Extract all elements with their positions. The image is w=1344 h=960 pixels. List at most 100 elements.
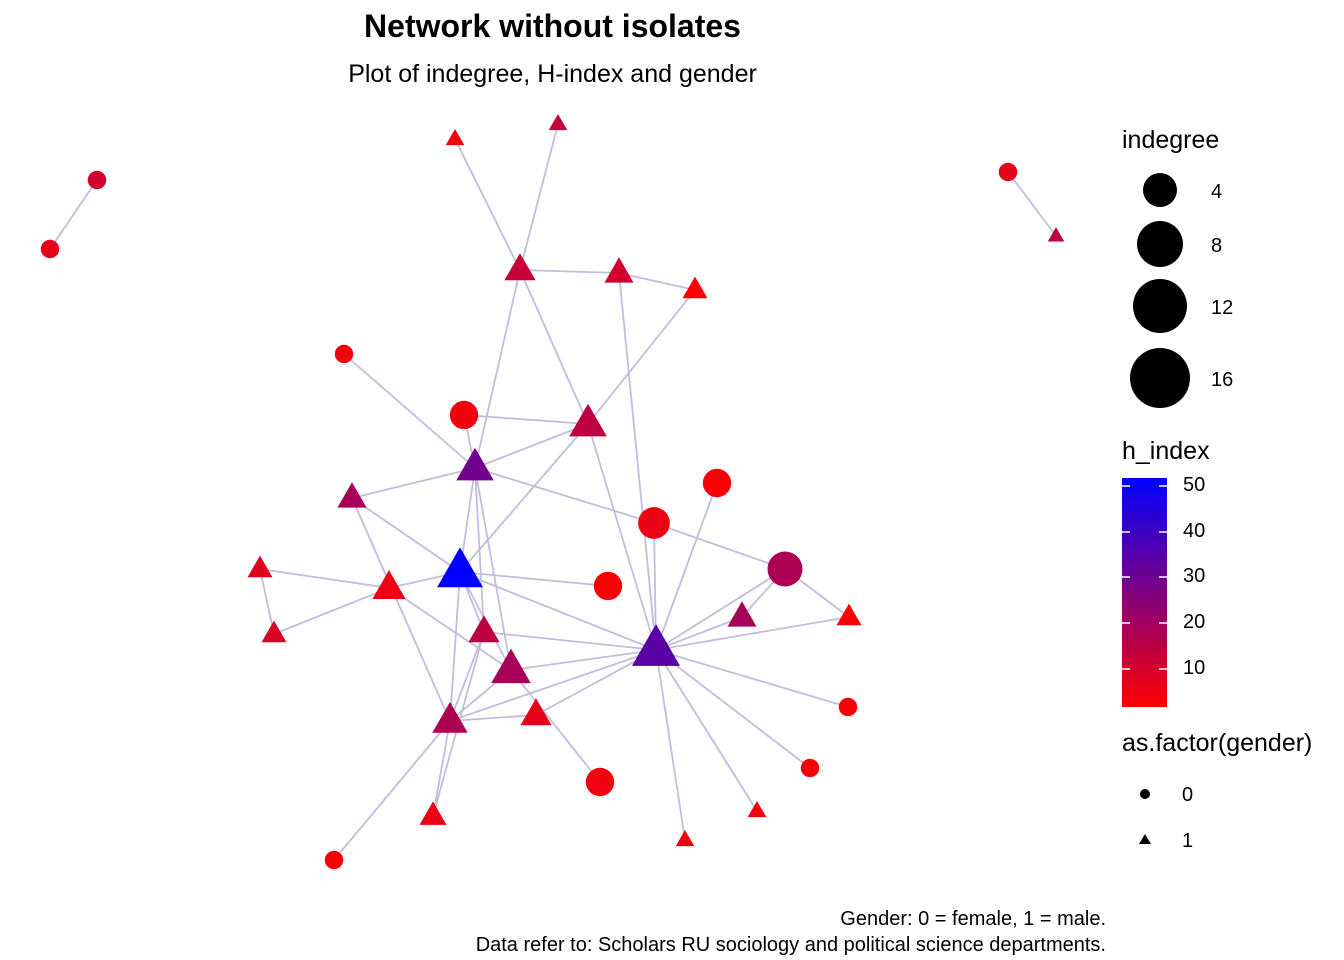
- edge-h-i: [618, 272, 696, 291]
- node-triangle-z: [632, 624, 680, 666]
- edge-n-C: [351, 497, 451, 722]
- edge-y-C: [449, 631, 485, 722]
- node-triangle-s: [247, 555, 273, 578]
- edge-x-t: [273, 587, 390, 635]
- node-triangle-C: [432, 701, 468, 733]
- edge-i-l: [587, 289, 696, 425]
- edge-u-C: [449, 571, 461, 722]
- legend-size-label-16: 16: [1211, 369, 1234, 391]
- legend-color-label-10: 10: [1183, 657, 1206, 679]
- node-circle-o: [702, 468, 732, 498]
- node-circle-j: [334, 344, 354, 364]
- legend-colorbar: [1122, 478, 1167, 707]
- edge-t-A: [388, 587, 512, 671]
- edge-a-b: [49, 179, 98, 250]
- edge-j-m: [343, 353, 476, 469]
- legend-size-key-16: [1130, 348, 1190, 408]
- node-triangle-w: [836, 603, 862, 626]
- node-triangle-x: [261, 620, 287, 643]
- node-circle-F: [800, 758, 820, 778]
- legend-shape-key-triangle: [1139, 834, 1151, 844]
- edge-z-y: [483, 631, 657, 651]
- legend-size-key-8: [1137, 221, 1183, 267]
- caption-line-gender: Gender: 0 = female, 1 = male.: [840, 908, 1106, 930]
- edge-C-H: [432, 720, 451, 817]
- colorbar-fill: [1122, 478, 1167, 707]
- node-circle-p: [638, 507, 670, 539]
- edge-u-r: [459, 571, 609, 587]
- legend-shape-key-circle: [1140, 789, 1150, 799]
- edge-z-A: [510, 649, 657, 671]
- edge-l-z: [587, 423, 657, 651]
- edge-z-C: [449, 649, 657, 722]
- edge-m-n: [351, 467, 476, 499]
- node-circle-c: [998, 162, 1018, 182]
- edge-m-y: [474, 467, 485, 633]
- node-circle-b: [40, 239, 60, 259]
- node-triangle-H: [419, 801, 447, 825]
- edge-l-u: [459, 423, 589, 573]
- node-triangle-B: [520, 698, 552, 726]
- node-triangle-g: [504, 253, 536, 281]
- nodes: [40, 114, 1065, 870]
- legend-shape-keys: [1139, 789, 1151, 844]
- node-triangle-A: [491, 648, 531, 684]
- legend-color-title: h_index: [1122, 437, 1210, 465]
- caption-line-source: Data refer to: Scholars RU sociology and…: [475, 934, 1106, 956]
- edge-B-C: [449, 714, 537, 722]
- node-circle-a: [87, 170, 107, 190]
- edge-u-z: [459, 571, 657, 651]
- legend-color-label-40: 40: [1183, 520, 1206, 542]
- node-triangle-d: [1047, 227, 1065, 242]
- legend-size-keys: [1130, 173, 1190, 408]
- legend-size-key-4: [1143, 173, 1177, 207]
- edge-z-G: [655, 649, 758, 812]
- edge-m-A: [474, 467, 512, 671]
- chart-subtitle: Plot of indegree, H-index and gender: [348, 60, 757, 88]
- edge-z-I: [655, 649, 686, 841]
- edge-q-z: [655, 568, 786, 651]
- edge-g-m: [474, 269, 521, 469]
- legend-size-label-12: 12: [1211, 297, 1234, 319]
- edges: [49, 123, 1057, 861]
- edge-w-z: [655, 616, 850, 651]
- node-triangle-v: [727, 601, 757, 627]
- node-circle-J: [324, 850, 344, 870]
- legend-size-title: indegree: [1122, 126, 1220, 154]
- node-triangle-l: [569, 403, 607, 437]
- edge-h-z: [618, 272, 657, 651]
- legend-size-label-4: 4: [1211, 181, 1223, 203]
- legend-shape-label-1: 1: [1182, 830, 1194, 852]
- edge-e-g: [454, 138, 521, 271]
- legend-size-label-8: 8: [1211, 235, 1223, 257]
- node-triangle-m: [456, 447, 494, 481]
- edge-g-l: [519, 269, 589, 425]
- edge-o-z: [655, 482, 718, 651]
- node-triangle-e: [445, 129, 465, 146]
- edge-k-l: [463, 414, 589, 425]
- legend-color-label-20: 20: [1183, 611, 1206, 633]
- node-triangle-f: [548, 114, 568, 131]
- edge-v-z: [655, 616, 743, 651]
- edge-s-x: [259, 568, 275, 635]
- node-triangle-t: [372, 570, 406, 599]
- node-circle-r: [593, 571, 623, 601]
- edge-c-d: [1007, 171, 1057, 237]
- node-circle-k: [449, 400, 479, 430]
- node-triangle-u: [437, 547, 483, 588]
- edge-l-m: [474, 423, 589, 469]
- edge-g-h: [519, 269, 620, 274]
- node-triangle-n: [337, 482, 367, 508]
- edge-n-u: [351, 497, 461, 573]
- legend-color-label-50: 50: [1183, 474, 1206, 496]
- edge-C-J: [333, 720, 451, 861]
- edge-p-q: [653, 522, 786, 570]
- node-triangle-i: [682, 276, 708, 299]
- node-circle-E: [585, 767, 615, 797]
- legend-size-key-12: [1133, 279, 1187, 333]
- chart-title: Network without isolates: [364, 8, 741, 44]
- node-circle-q: [767, 551, 803, 587]
- edge-z-D: [655, 649, 849, 708]
- legend-color-label-30: 30: [1183, 565, 1206, 587]
- edge-A-E: [510, 669, 601, 783]
